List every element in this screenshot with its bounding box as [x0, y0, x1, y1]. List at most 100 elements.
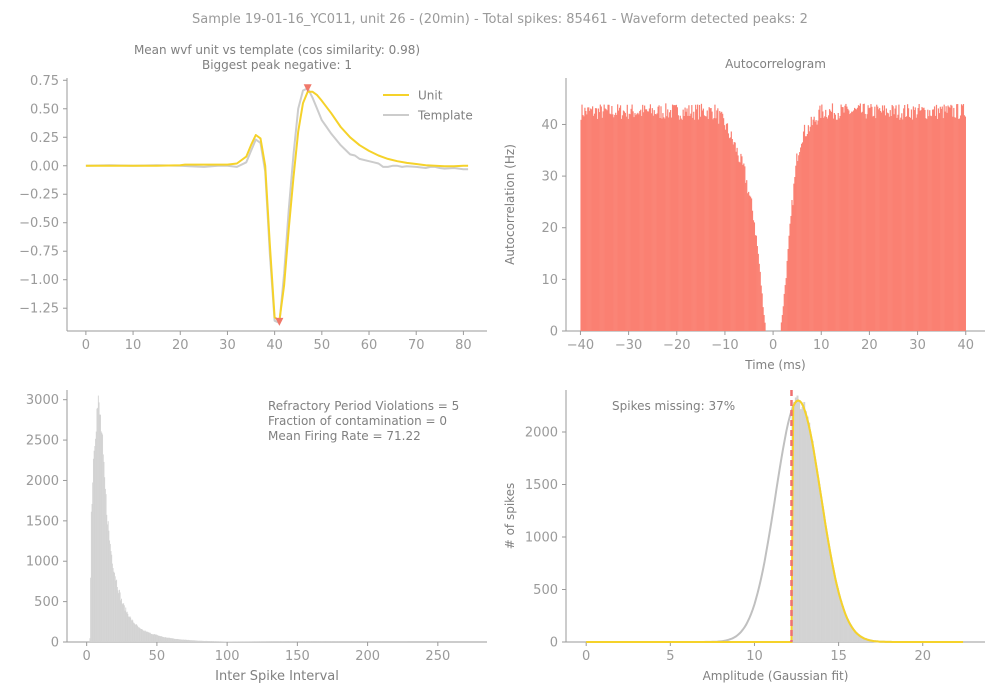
- acg-bar: [606, 110, 608, 331]
- acg-bar: [717, 108, 719, 331]
- isi-bar: [168, 637, 170, 642]
- acg-bar: [753, 222, 756, 331]
- acg-bar: [904, 104, 906, 332]
- amplitude-bar: [799, 409, 802, 642]
- acg-bar: [799, 152, 801, 331]
- acg-bar: [671, 104, 674, 331]
- isi-bar: [188, 640, 190, 642]
- acg-bar: [592, 106, 594, 331]
- acg-bar: [827, 118, 829, 331]
- x-tick-label: 50: [149, 649, 166, 664]
- acg-bar: [638, 114, 640, 331]
- isi-bar: [170, 638, 172, 642]
- isi-bar: [225, 641, 226, 642]
- acg-bar: [796, 153, 798, 331]
- acg-bar: [841, 106, 843, 331]
- isi-bar: [131, 619, 133, 642]
- acg-bar: [590, 108, 592, 331]
- acg-bar: [764, 322, 766, 331]
- acg-bar: [749, 195, 751, 331]
- acg-bar: [615, 112, 617, 332]
- acg-bar: [898, 104, 900, 331]
- isi-bar: [144, 631, 146, 642]
- acg-bar: [698, 104, 701, 331]
- legend-label: Template: [417, 109, 473, 123]
- acg-bar: [670, 117, 673, 331]
- amplitude-bar: [806, 416, 809, 642]
- isi-bar: [194, 640, 196, 642]
- amplitude-bar: [867, 639, 870, 642]
- isi-bar: [159, 636, 161, 642]
- isi-bar: [121, 603, 123, 642]
- acg-bar: [953, 107, 955, 332]
- acg-bar: [592, 115, 595, 331]
- autocorrelogram-panel: −40 −30 −20 −10 0 10 20 30 40 0 10 20 30 40 Autocorrel…: [503, 57, 985, 372]
- isi-bar: [95, 438, 96, 642]
- acg-bar: [608, 104, 610, 331]
- isi-bar: [208, 641, 210, 642]
- acg-bar: [686, 108, 688, 332]
- acg-bar: [788, 235, 790, 331]
- acg-bar: [701, 110, 704, 331]
- axes-title: Mean wvf unit vs template (cos similarit…: [134, 43, 420, 57]
- isi-bar: [184, 639, 186, 642]
- acg-bar: [641, 115, 643, 331]
- y-tick-label: 0: [550, 636, 558, 651]
- isi-bar: [97, 407, 99, 642]
- acg-bar: [877, 106, 879, 331]
- acg-bar: [723, 118, 725, 331]
- acg-bar: [913, 110, 915, 331]
- isi-bar: [205, 640, 207, 642]
- amplitude-bar: [820, 499, 823, 642]
- acg-bar: [942, 118, 944, 331]
- acg-bar: [693, 111, 695, 332]
- x-tick-label: 0: [83, 649, 91, 664]
- acg-bar: [875, 118, 877, 331]
- acg-bar: [669, 112, 671, 332]
- amplitude-bar: [850, 625, 853, 642]
- acg-bar: [815, 120, 817, 331]
- acg-bar: [699, 116, 702, 332]
- isi-bar: [120, 600, 122, 642]
- acg-bar: [695, 104, 697, 332]
- acg-bar: [762, 307, 764, 331]
- isi-bar: [155, 634, 157, 642]
- acg-bar: [816, 124, 818, 332]
- acg-bar: [820, 117, 822, 331]
- acg-bar: [628, 113, 630, 331]
- amplitude-bar: [813, 455, 816, 642]
- isi-bar: [215, 641, 217, 642]
- acg-bar: [922, 108, 924, 331]
- acg-bar: [651, 108, 653, 332]
- acg-bar: [710, 108, 712, 332]
- acg-bar: [601, 117, 603, 331]
- acg-bar: [783, 293, 785, 331]
- acg-bar: [707, 118, 709, 332]
- x-axis-label: Inter Spike Interval: [215, 669, 339, 684]
- amplitude-bar: [840, 600, 843, 642]
- acg-bar: [928, 116, 930, 331]
- y-axis-label: Autocorrelation (Hz): [503, 144, 517, 265]
- acg-bar: [659, 117, 661, 332]
- amplitude-bar: [865, 639, 868, 642]
- figure-suptitle: Sample 19-01-16_YC011, unit 26 - (20min)…: [192, 12, 808, 27]
- acg-bar: [664, 118, 666, 331]
- isi-annotation: Refractory Period Violations = 5Fraction…: [268, 399, 459, 443]
- acg-bar: [896, 117, 898, 331]
- amplitude-bar: [853, 630, 856, 642]
- isi-bar: [111, 563, 113, 642]
- acg-bar: [754, 235, 756, 331]
- acg-bar: [644, 105, 646, 331]
- isi-bar: [111, 554, 113, 642]
- isi-bar: [92, 482, 94, 642]
- x-axis-label: Amplitude (Gaussian fit): [703, 669, 849, 683]
- isi-bar: [89, 638, 91, 642]
- acg-bar: [759, 271, 761, 331]
- amplitude-bar: [835, 583, 838, 642]
- acg-bar: [849, 114, 851, 331]
- acg-bar: [603, 104, 605, 331]
- acg-bar: [807, 125, 809, 331]
- acg-bar: [697, 119, 700, 331]
- isi-bar: [222, 641, 224, 642]
- amplitude-bar: [852, 628, 854, 642]
